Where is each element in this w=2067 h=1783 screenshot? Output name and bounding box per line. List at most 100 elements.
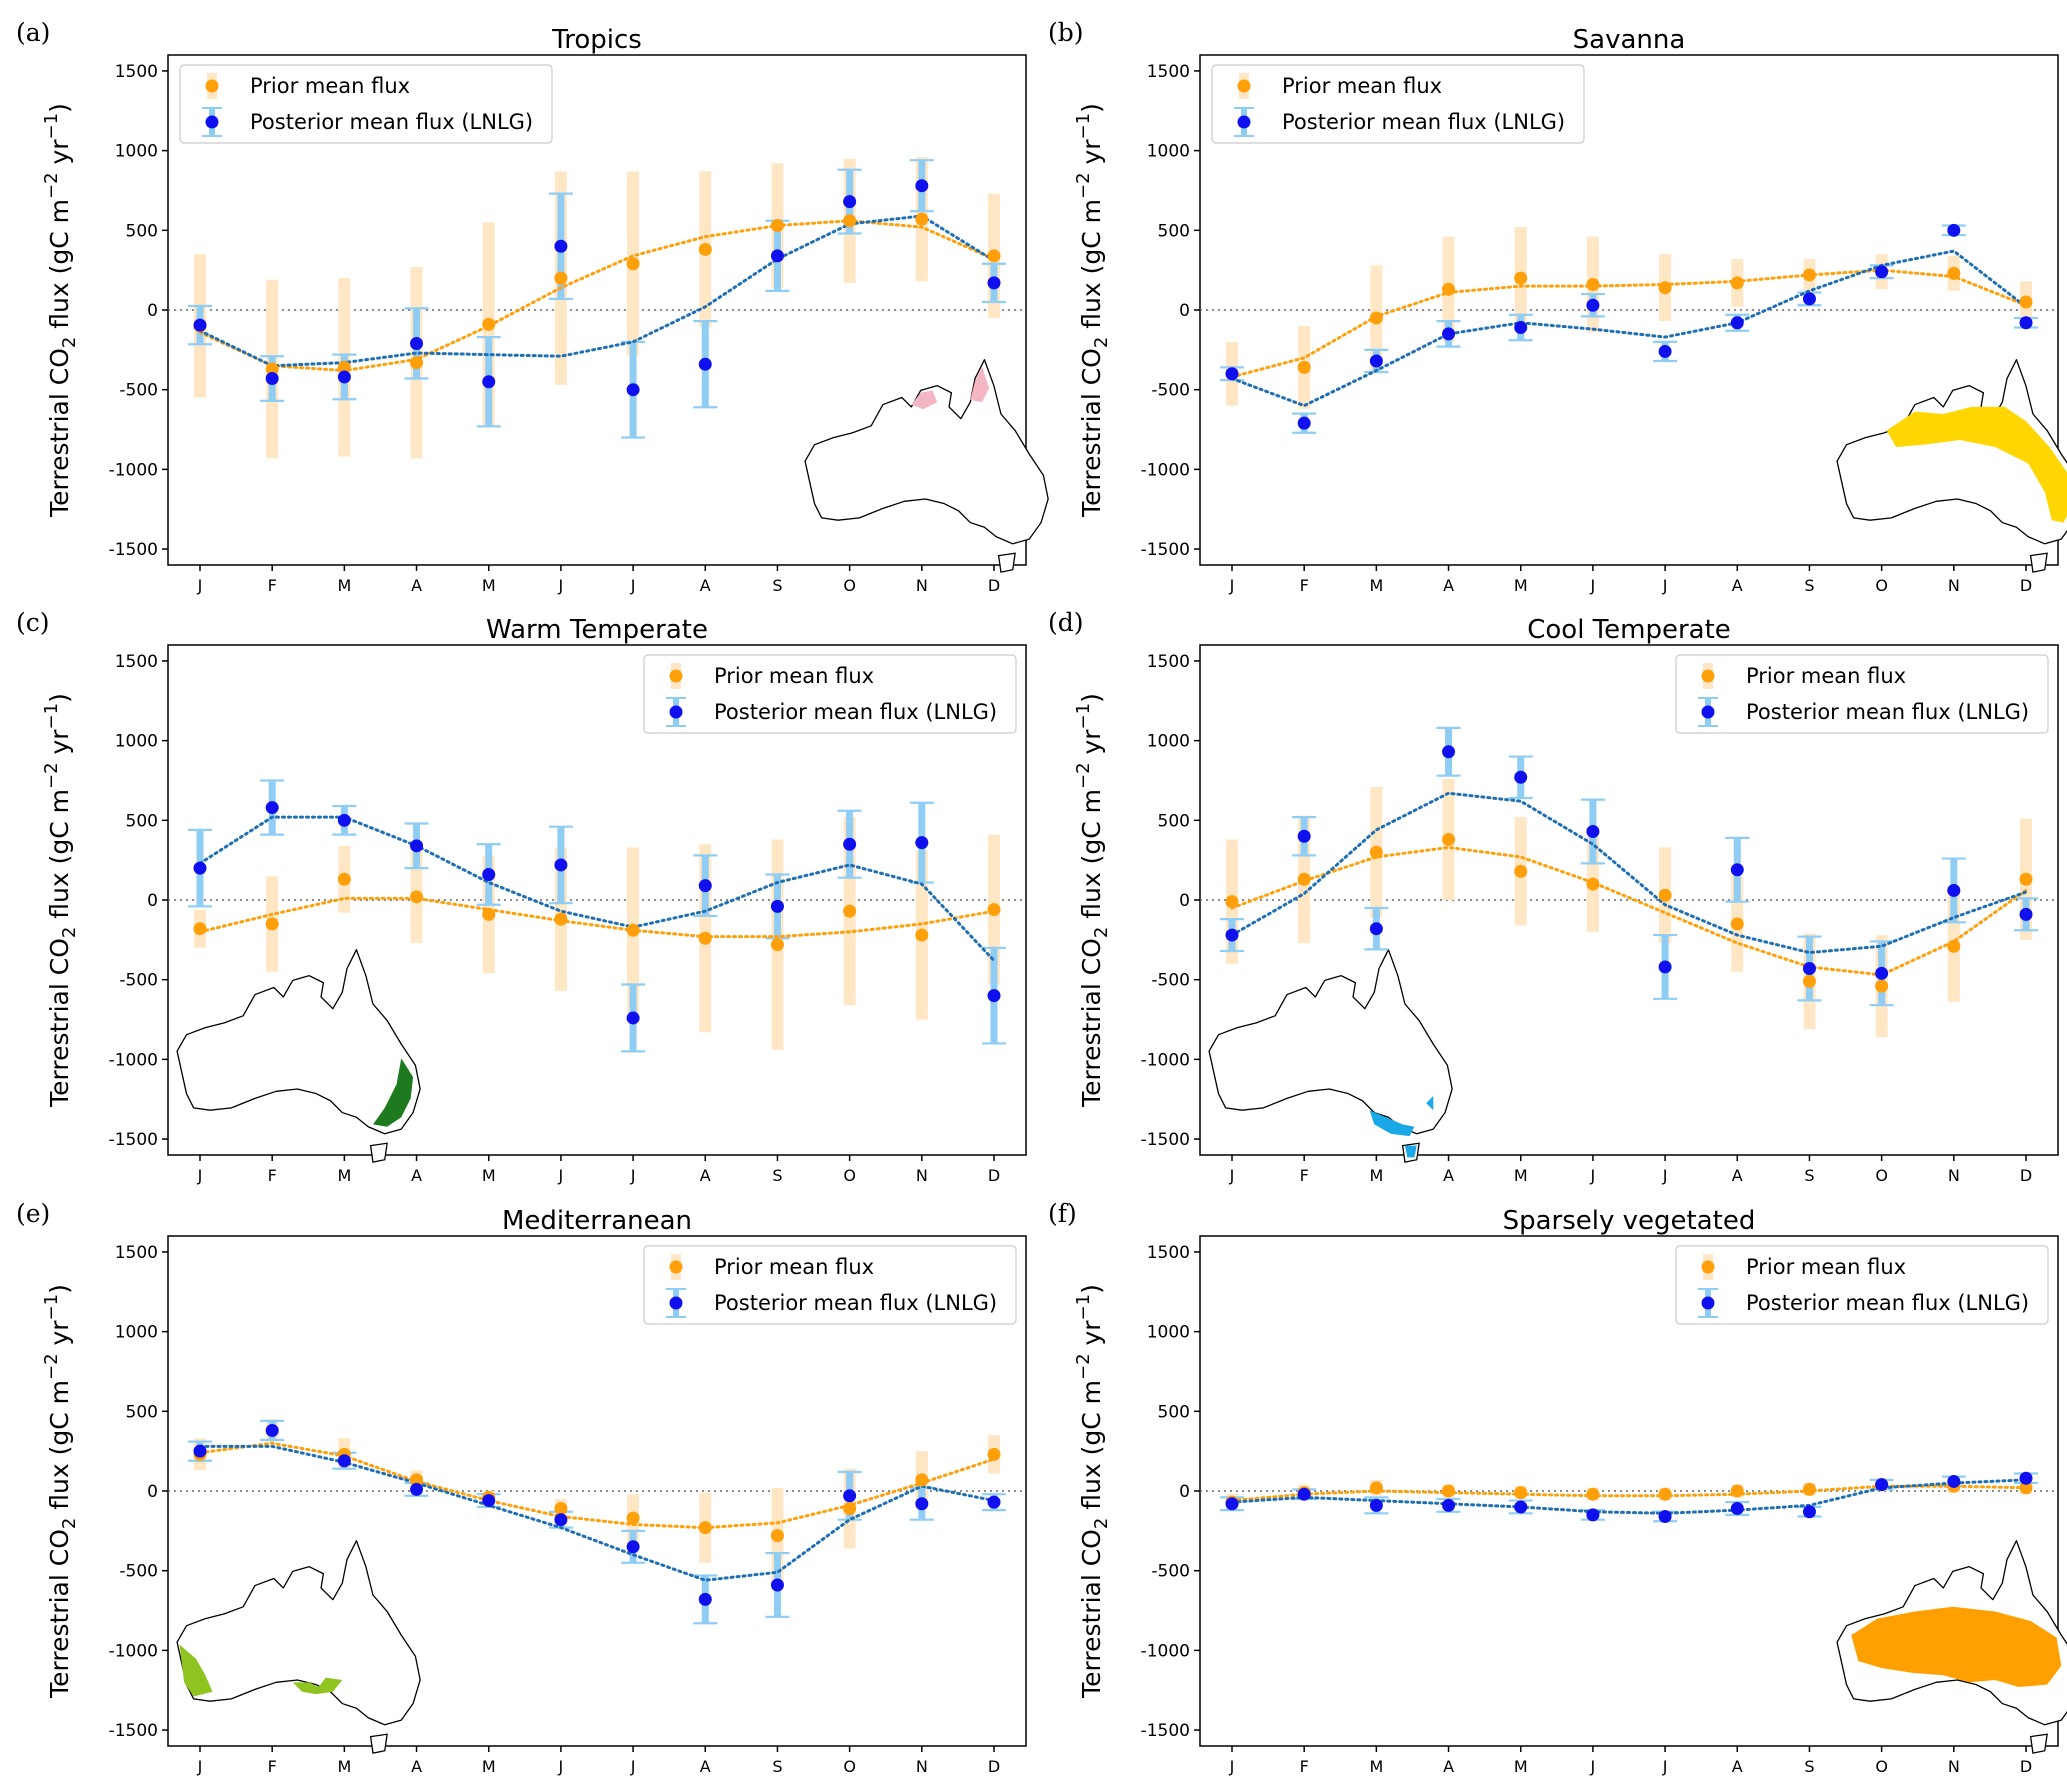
y-axis-label: Terrestrial CO2 flux (gC m−2 yr−1) xyxy=(1073,103,1112,518)
posterior-point xyxy=(482,1494,496,1508)
y-axis-label-part: ) xyxy=(45,103,74,113)
x-tick-label: J xyxy=(558,576,564,595)
y-tick-label: 500 xyxy=(1158,221,1190,241)
prior-point xyxy=(770,219,784,233)
prior-point xyxy=(1730,1484,1744,1498)
posterior-point xyxy=(2019,907,2033,921)
x-tick-label: M xyxy=(1514,576,1528,595)
prior-point xyxy=(987,903,1001,917)
panel-c: (c) Warm Temperate 1500 1000 500 0 -500 -1000 -1… xyxy=(16,608,1027,1185)
y-axis-label-part: −1 xyxy=(41,703,62,730)
y-tick-label: -1500 xyxy=(109,1130,158,1150)
x-tick-label: S xyxy=(772,1166,782,1185)
y-tick-label: -1500 xyxy=(1141,1721,1190,1741)
posterior-point xyxy=(337,1454,351,1468)
prior-point xyxy=(1442,832,1456,846)
x-tick-label: S xyxy=(1804,1166,1814,1185)
prior-point xyxy=(554,271,568,285)
posterior-point xyxy=(193,861,207,875)
y-tick-label: -1000 xyxy=(109,1641,158,1661)
australia-map xyxy=(176,949,421,1163)
panel-letter: (e) xyxy=(16,1199,50,1228)
prior-point xyxy=(698,242,712,256)
y-axis-label-part: −1 xyxy=(41,113,62,140)
prior-point xyxy=(410,356,424,370)
y-tick-label: -500 xyxy=(1151,1562,1190,1582)
legend-posterior-label: Posterior mean flux (LNLG) xyxy=(1746,700,2029,724)
prior-point xyxy=(2019,872,2033,886)
posterior-point xyxy=(1225,367,1239,381)
panel-b: (b) Savanna 1500 1000 500 0 -500 -1000 -1500 J F M A… xyxy=(1048,18,2067,595)
prior-point xyxy=(1658,281,1672,295)
x-tick-label: M xyxy=(337,1757,351,1776)
x-tick-label: S xyxy=(1804,1757,1814,1776)
y-axis-label-part: 2 xyxy=(59,337,80,348)
posterior-point xyxy=(337,370,351,384)
y-tick-label: -1000 xyxy=(109,460,158,480)
x-tick-label: S xyxy=(772,1757,782,1776)
y-tick-label: -500 xyxy=(119,971,158,991)
x-tick-label: S xyxy=(1804,576,1814,595)
x-tick-label: J xyxy=(1662,1166,1668,1185)
prior-point xyxy=(1442,282,1456,296)
x-tick-label: M xyxy=(1514,1166,1528,1185)
chart-title: Savanna xyxy=(1573,25,1686,55)
y-axis-label: Terrestrial CO2 flux (gC m−2 yr−1) xyxy=(41,693,80,1108)
y-tick-label: 0 xyxy=(147,1482,158,1502)
y-tick-label: -1500 xyxy=(1141,540,1190,560)
y-axis-label-part: −2 xyxy=(41,172,62,199)
posterior-point xyxy=(915,179,929,193)
prior-point xyxy=(337,360,351,374)
prior-point xyxy=(1658,1487,1672,1501)
y-tick-label: -1000 xyxy=(1141,460,1190,480)
x-tick-label: F xyxy=(1300,576,1309,595)
posterior-point xyxy=(554,1513,568,1527)
posterior-point xyxy=(1225,928,1239,942)
posterior-point xyxy=(915,836,929,850)
prior-point xyxy=(698,1521,712,1535)
prior-point xyxy=(1802,268,1816,282)
x-tick-label: D xyxy=(2020,1757,2032,1776)
y-axis-label-part: flux (gC m xyxy=(1077,199,1106,337)
legend-prior-marker xyxy=(669,669,683,683)
legend-box xyxy=(643,1245,1017,1325)
posterior-point xyxy=(1369,354,1383,368)
posterior-point xyxy=(337,813,351,827)
posterior-fit-line xyxy=(198,815,996,963)
prior-point xyxy=(410,890,424,904)
y-axis-label-part: flux (gC m xyxy=(45,1380,74,1518)
prior-fit-line xyxy=(1230,1484,2028,1503)
legend-prior-label: Prior mean flux xyxy=(1746,664,1906,688)
x-tick-label: M xyxy=(482,576,496,595)
posterior-point xyxy=(482,868,496,881)
prior-point xyxy=(2019,1481,2033,1495)
y-tick-label: -500 xyxy=(119,381,158,401)
x-tick-label: J xyxy=(1662,576,1668,595)
y-axis-label-part: −1 xyxy=(41,1294,62,1321)
legend-posterior-marker xyxy=(205,115,219,129)
prior-point xyxy=(1947,266,1961,280)
prior-point xyxy=(337,872,351,886)
x-tick-label: N xyxy=(1948,1166,1960,1185)
x-tick-label: A xyxy=(700,1757,711,1776)
prior-point xyxy=(770,938,784,952)
posterior-fit-line xyxy=(1230,791,2028,955)
prior-point xyxy=(626,923,640,937)
x-tick-label: J xyxy=(197,576,203,595)
y-tick-label: 0 xyxy=(147,891,158,911)
australia-map xyxy=(1836,1540,2067,1754)
y-tick-label: -1500 xyxy=(109,1721,158,1741)
y-axis-label-part: −2 xyxy=(41,762,62,789)
panel-e: (e) Mediterranean 1500 1000 500 0 -500 -1000 -15… xyxy=(16,1199,1027,1776)
legend-prior-marker xyxy=(205,79,219,93)
posterior-point xyxy=(843,837,857,851)
prior-point xyxy=(1802,1482,1816,1496)
posterior-point xyxy=(626,1011,640,1025)
prior-point xyxy=(915,1473,929,1487)
panel-letter: (d) xyxy=(1048,608,1084,637)
y-tick-label: 1000 xyxy=(1147,1323,1190,1343)
posterior-point xyxy=(1875,966,1889,980)
legend: Prior mean flux Posterior mean flux (LNLG… xyxy=(179,64,553,144)
panel-letter: (a) xyxy=(16,18,50,47)
y-tick-label: 1000 xyxy=(115,142,158,162)
